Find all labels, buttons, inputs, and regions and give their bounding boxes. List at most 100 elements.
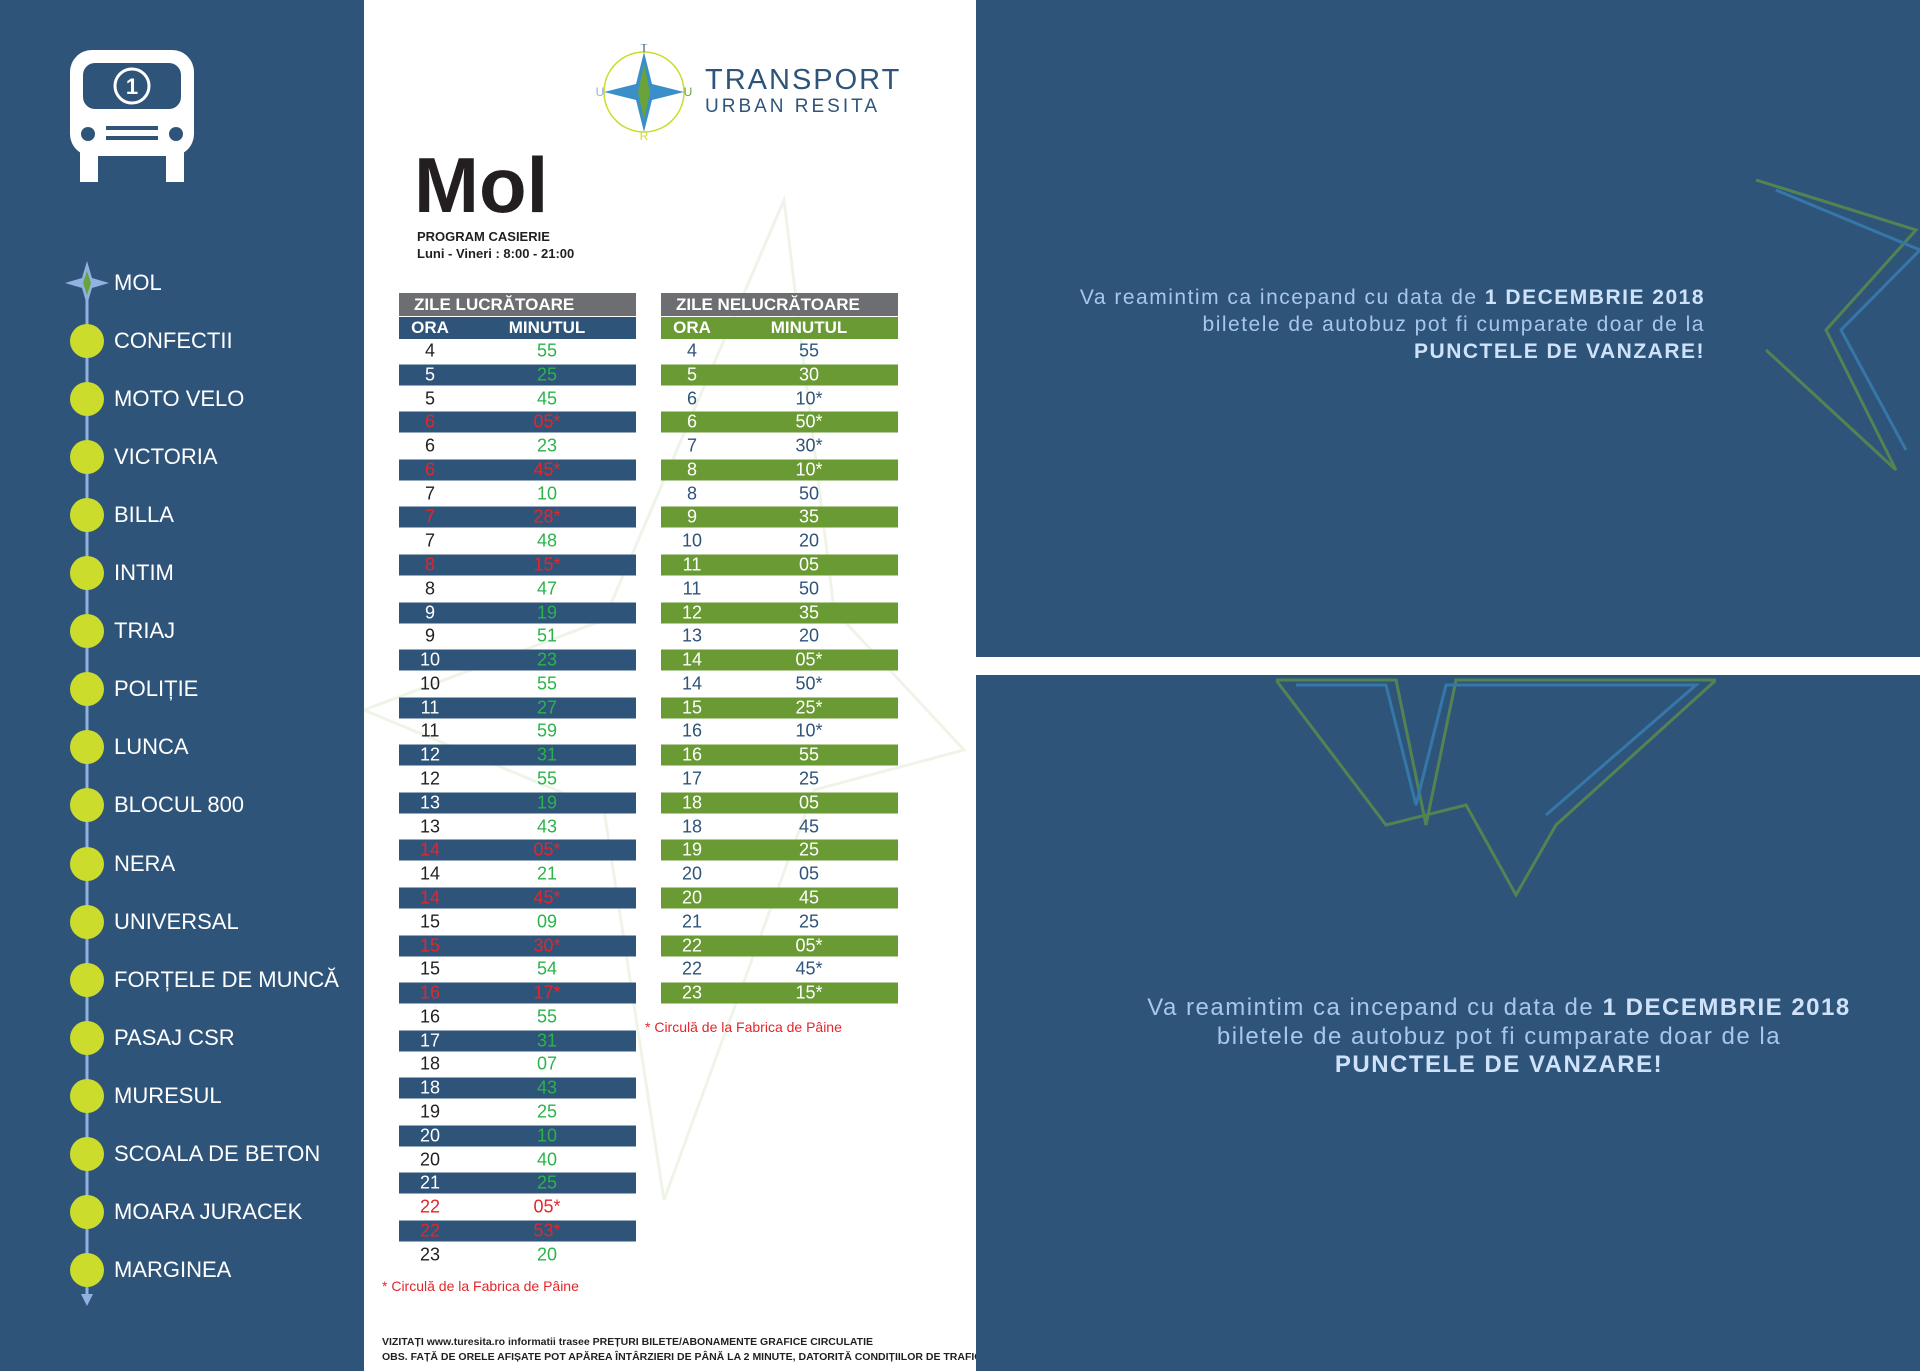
notice: Va reamintim ca incepand cu data de 1 DEC… (1080, 284, 1705, 365)
minute: 10* (795, 388, 823, 409)
minute: 45* (533, 459, 561, 480)
row-band (661, 935, 898, 956)
hour: 22 (681, 935, 703, 955)
stop-dot (70, 498, 104, 533)
minute: 47 (536, 578, 558, 599)
stop-name: BILLA (114, 502, 174, 528)
stop-title: Mol (414, 141, 549, 229)
hour: 13 (419, 792, 441, 813)
stop-name: MOARA JURACEK (114, 1198, 303, 1224)
hour: 22 (419, 1196, 441, 1217)
stop-dot (70, 672, 104, 707)
minute: 55 (536, 768, 558, 789)
row-band (661, 792, 898, 814)
stop-name: VICTORIA (114, 444, 218, 470)
cashier-hours: Luni - Vineri : 8:00 - 21:00 (417, 246, 575, 261)
minute: 51 (536, 625, 558, 646)
row-band (399, 411, 636, 433)
minute: 10 (536, 483, 558, 504)
hour: 8 (686, 459, 697, 480)
minute: 50 (798, 578, 820, 599)
hour: 12 (419, 768, 441, 789)
notice-date: 1 DECEMBRIE 2018 (1484, 286, 1705, 309)
hour: 18 (419, 1053, 441, 1074)
row-band (661, 411, 898, 433)
column-header: ORA (411, 318, 449, 337)
minute: 07 (536, 1053, 558, 1074)
row-band (661, 506, 898, 528)
minute: 35 (798, 602, 820, 623)
notice-emphasis: PUNCTELE DE VANZARE! (1414, 340, 1705, 363)
hour: 18 (681, 792, 703, 813)
notice-line: biletele de autobuz pot fi cumparate doa… (1202, 313, 1705, 336)
logo-line2: URBAN RESITA (705, 96, 881, 117)
hour: 9 (686, 506, 697, 527)
table-title: ZILE NELUCRĂTOARE (676, 295, 860, 314)
minute: 25 (536, 364, 558, 385)
minute: 05 (798, 863, 820, 884)
minute: 50* (795, 411, 823, 432)
minute: 15* (795, 982, 823, 1003)
stop-dot (70, 440, 104, 475)
hour: 15 (419, 958, 441, 979)
row-band (661, 982, 898, 1004)
minute: 43 (536, 1077, 558, 1098)
hour: 22 (419, 1220, 441, 1241)
minute: 55 (798, 340, 820, 361)
row-band (399, 935, 636, 956)
minute: 48 (536, 530, 558, 551)
minute: 55 (798, 744, 820, 765)
minute: 21 (536, 863, 558, 884)
minute: 17* (533, 982, 561, 1003)
stop-name: MARGINEA (114, 1256, 232, 1282)
hour: 11 (682, 578, 702, 599)
minute: 05* (533, 839, 561, 860)
minute: 20 (536, 1244, 558, 1265)
stop-name: BLOCUL 800 (114, 792, 245, 818)
notice: Va reamintim ca incepand cu data de 1 DEC… (1147, 994, 1850, 1080)
row-band (399, 1077, 636, 1099)
table-note: * Circulă de la Fabrica de Pâine (645, 1019, 842, 1035)
hour: 13 (681, 625, 703, 646)
minute: 19 (536, 602, 558, 623)
hour: 18 (419, 1077, 441, 1098)
hour: 23 (681, 982, 703, 1003)
minute: 23 (536, 649, 558, 670)
hour: 9 (424, 602, 435, 623)
minute: 53* (533, 1220, 561, 1241)
bus-icon: 1 (70, 50, 194, 182)
stop-dot (70, 1136, 104, 1171)
stop-name: SCOALA DE BETON (114, 1140, 321, 1166)
row-band (399, 1125, 636, 1147)
hour: 20 (419, 1149, 441, 1170)
row-band (661, 649, 898, 671)
stop-dot (70, 730, 104, 765)
hour: 16 (419, 982, 441, 1003)
bus-line: 1 (126, 74, 138, 99)
minute: 45* (795, 958, 823, 979)
minute: 05 (798, 792, 820, 813)
column-header: MINUTUL (770, 318, 848, 337)
notice-emphasis: PUNCTELE DE VANZARE! (1334, 1051, 1664, 1078)
row-band (661, 554, 898, 576)
logo-letter: U (684, 85, 692, 99)
minute: 19 (536, 792, 558, 813)
minute: 25 (536, 1172, 558, 1193)
hour: 7 (424, 506, 435, 527)
hour: 19 (681, 839, 703, 860)
hour: 8 (424, 554, 435, 575)
minute: 40 (536, 1149, 558, 1170)
row-band (661, 697, 898, 719)
logo-letter: T (640, 44, 648, 55)
table-title: ZILE LUCRĂTOARE (414, 295, 575, 314)
hour: 4 (424, 340, 435, 361)
hour: 7 (424, 483, 435, 504)
row-band (399, 1172, 636, 1194)
stop-dot (70, 1194, 104, 1229)
stop-name: FORȚELE DE MUNCĂ (114, 966, 339, 992)
minute: 25 (798, 768, 820, 789)
hour: 15 (681, 697, 703, 718)
stop-dot (70, 904, 104, 939)
hour: 20 (681, 863, 703, 884)
stop-name: LUNCA (114, 734, 189, 760)
